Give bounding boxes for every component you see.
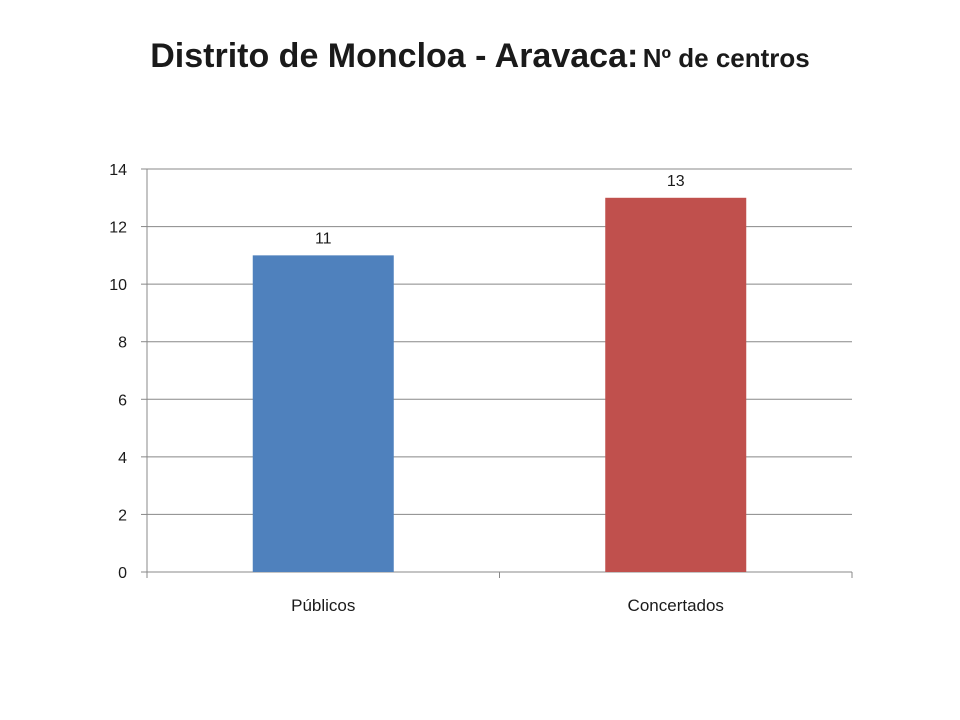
x-tick-label-0: Públicos (291, 596, 355, 615)
labels: 0 2 4 6 8 10 12 14 11 Públicos 13 Concertados (109, 162, 724, 615)
chart-title: Distrito de Moncloa - Aravaca: Nº de cen… (0, 36, 960, 77)
y-tick-label: 10 (109, 277, 127, 294)
bar-1 (605, 197, 747, 573)
y-tick-label: 4 (118, 450, 127, 467)
bars (252, 197, 747, 573)
y-tick-label: 2 (118, 507, 127, 524)
chart-title-sub: Nº de centros (642, 43, 810, 73)
bar-0 (252, 255, 394, 572)
x-tick-label-1: Concertados (628, 596, 724, 615)
y-tick-label: 6 (118, 392, 127, 409)
data-label-0: 11 (315, 230, 332, 247)
y-tick-label: 0 (118, 565, 127, 582)
y-tick-label: 8 (118, 335, 127, 352)
y-tick-label: 14 (109, 162, 127, 179)
y-tick-label: 12 (109, 220, 127, 237)
chart-title-main: Distrito de Moncloa - Aravaca: (150, 37, 639, 75)
data-label-1: 13 (667, 173, 685, 190)
